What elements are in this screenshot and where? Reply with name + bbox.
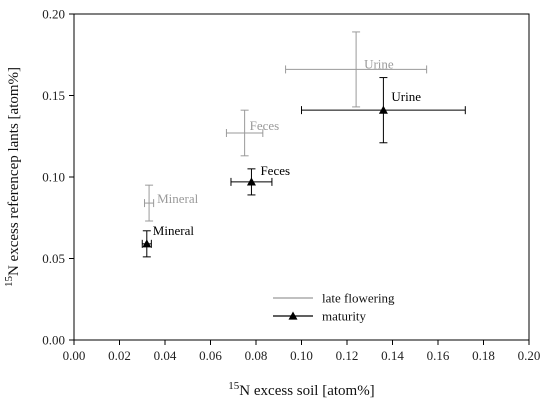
y-axis-title: 15N excess referencep lants [atom%]: [3, 67, 22, 287]
data-label: Mineral: [153, 223, 195, 238]
legend-swatch-marker: [288, 311, 298, 320]
x-tick-label: 0.08: [245, 348, 268, 363]
data-point-triangle: [246, 177, 256, 186]
x-tick-label: 0.02: [108, 348, 131, 363]
x-tick-label: 0.06: [199, 348, 222, 363]
data-label: Mineral: [157, 191, 199, 206]
data-label: Urine: [391, 89, 421, 104]
series-layer: [141, 31, 466, 258]
x-tick-label: 0.12: [336, 348, 359, 363]
data-label: Feces: [250, 118, 280, 133]
y-tick-label: 0.10: [42, 170, 65, 185]
axes-layer: 0.00 0.02 0.04 0.06 0.08 0.10 0.12 0.14 0.16 0.18…: [42, 7, 540, 364]
x-tick-label: 0.04: [154, 348, 177, 363]
data-point-triangle: [378, 105, 388, 114]
data-label: Feces: [260, 163, 290, 178]
x-tick-label: 0.00: [63, 348, 86, 363]
x-axis-title-sup: 15: [228, 380, 240, 392]
x-tick-label: 0.16: [427, 348, 450, 363]
y-tick-label: 0.00: [42, 333, 65, 348]
y-tick-label: 0.05: [42, 251, 65, 266]
x-axis-title-text: N excess soil [atom%]: [239, 383, 374, 399]
data-point-triangle: [142, 239, 152, 248]
legend: late flowering maturity: [273, 291, 395, 324]
y-axis-title-text: N excess referencep lants [atom%]: [6, 67, 22, 276]
x-tick-label: 0.20: [518, 348, 541, 363]
series-late-flowering: [144, 31, 428, 222]
x-tick-label: 0.14: [381, 348, 404, 363]
y-tick-label: 0.15: [42, 88, 65, 103]
y-axis-title-sup: 15: [3, 276, 15, 288]
legend-label: maturity: [322, 309, 367, 324]
point-labels-layer: Mineral Feces Urine Mineral Feces Urine: [153, 56, 421, 237]
x-tick-label: 0.18: [472, 348, 495, 363]
legend-label: late flowering: [322, 291, 395, 306]
data-label: Urine: [364, 56, 394, 71]
x-axis-title: 15N excess soil [atom%]: [228, 380, 374, 399]
x-tick-label: 0.10: [290, 348, 313, 363]
plot-frame: [73, 13, 530, 341]
y-tick-label: 0.20: [42, 7, 65, 22]
series-maturity: [141, 77, 466, 258]
